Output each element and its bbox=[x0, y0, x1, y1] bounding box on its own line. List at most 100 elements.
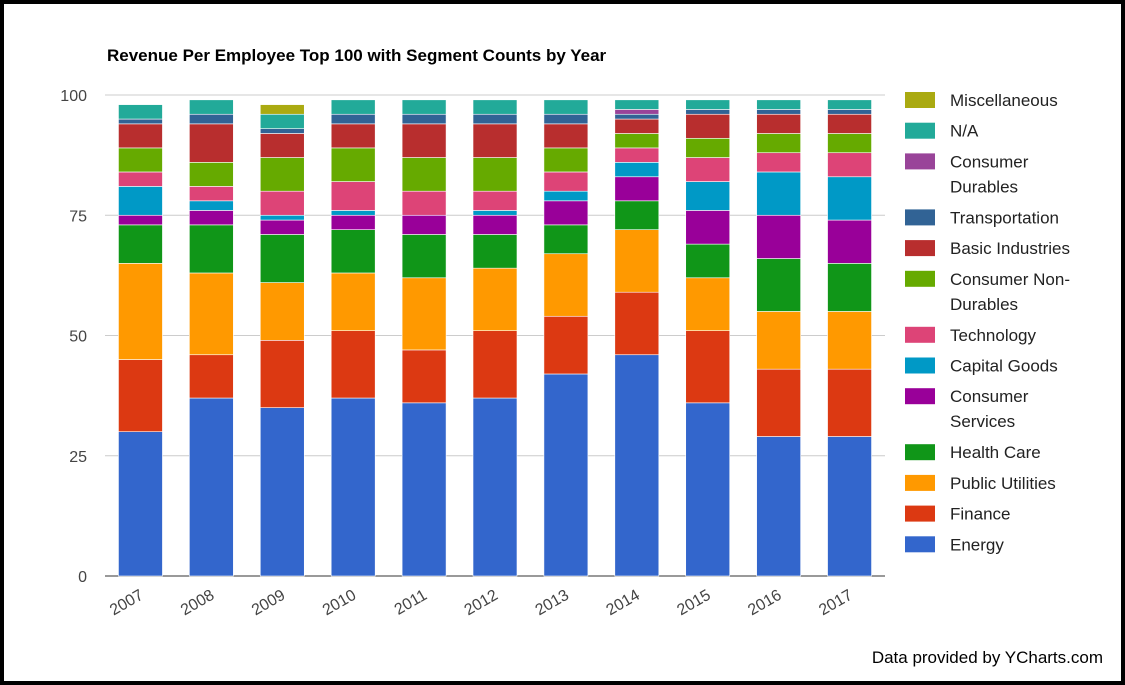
bar-segment bbox=[827, 113, 872, 134]
bar-segment bbox=[756, 311, 801, 370]
bar-segment bbox=[756, 99, 801, 110]
bar-segment bbox=[259, 113, 305, 129]
bar-segment bbox=[756, 171, 801, 216]
bar-segment bbox=[189, 397, 234, 577]
bar-segment bbox=[472, 397, 518, 577]
legend-swatch bbox=[905, 474, 935, 491]
bar-segment bbox=[543, 113, 589, 125]
legend-swatch bbox=[905, 505, 935, 522]
x-tick-label: 2011 bbox=[392, 587, 430, 619]
bar-segment bbox=[189, 123, 234, 163]
bar-segment bbox=[118, 214, 163, 226]
legend-label: N/A bbox=[950, 122, 979, 141]
bar-segment bbox=[259, 104, 305, 115]
bar-segment bbox=[685, 181, 731, 211]
bar-segment bbox=[614, 99, 660, 110]
bar-segment bbox=[472, 267, 518, 331]
bar-segment bbox=[756, 113, 801, 134]
bar-segment bbox=[401, 99, 447, 115]
bar-segment bbox=[472, 190, 518, 211]
bar-segment bbox=[330, 229, 376, 274]
bar-segment bbox=[118, 431, 163, 577]
bar-segment bbox=[543, 123, 589, 149]
bar-segment bbox=[472, 113, 518, 125]
bar-segment bbox=[472, 99, 518, 115]
legend-label: Energy bbox=[950, 535, 1004, 554]
bar-segment bbox=[614, 176, 660, 202]
bar-segment bbox=[614, 118, 660, 134]
bar-segment bbox=[330, 330, 376, 399]
bar-segment bbox=[472, 210, 518, 216]
legend-label: Consumer bbox=[950, 152, 1029, 171]
legend-swatch bbox=[905, 153, 935, 170]
legend-label: Health Care bbox=[950, 443, 1041, 462]
bar-segment bbox=[189, 113, 234, 125]
legend-swatch bbox=[905, 270, 935, 287]
bar-segment bbox=[259, 157, 305, 192]
bar-segment bbox=[827, 152, 872, 178]
bar-segment bbox=[685, 137, 731, 158]
bar-segment bbox=[614, 291, 660, 356]
legend-label: Durables bbox=[950, 177, 1018, 196]
legend-item: Health Care bbox=[905, 443, 1041, 462]
x-tick-label: 2010 bbox=[320, 587, 359, 620]
bar-segment bbox=[827, 99, 872, 110]
x-tick-label: 2015 bbox=[674, 587, 713, 620]
bar-segment bbox=[614, 354, 660, 577]
bar-segment bbox=[827, 311, 872, 370]
bar-segment bbox=[756, 214, 801, 259]
legend-item: Technology bbox=[905, 326, 1037, 345]
legend-item: Transportation bbox=[905, 208, 1059, 227]
bar-segment bbox=[259, 219, 305, 235]
x-tick-label: 2014 bbox=[603, 587, 642, 620]
bar-segment bbox=[401, 349, 447, 404]
bar-segment bbox=[118, 147, 163, 173]
bar-segment bbox=[472, 157, 518, 192]
legend-label: Finance bbox=[950, 505, 1010, 524]
legend-swatch bbox=[905, 388, 935, 405]
bar-segment bbox=[614, 229, 660, 293]
bar-segment bbox=[685, 402, 731, 577]
bar-segment bbox=[614, 147, 660, 163]
bar-segment bbox=[685, 157, 731, 182]
bar-segment bbox=[401, 277, 447, 351]
legend-item: Finance bbox=[905, 505, 1010, 524]
bar-segment bbox=[543, 373, 589, 577]
bar-segment bbox=[330, 214, 376, 230]
bar-segment bbox=[543, 253, 589, 317]
bar-segment bbox=[472, 234, 518, 269]
bar-segment bbox=[543, 224, 589, 255]
legend-item: Energy bbox=[905, 535, 1004, 554]
bar-segment bbox=[259, 133, 305, 158]
bar-segment bbox=[401, 113, 447, 125]
bar-segment bbox=[330, 147, 376, 182]
legend-item: Basic Industries bbox=[905, 239, 1070, 258]
bar-segment bbox=[259, 340, 305, 408]
legend-label: Technology bbox=[950, 326, 1037, 345]
bar-segment bbox=[118, 118, 163, 125]
legend-swatch bbox=[905, 326, 935, 343]
legend-item: Capital Goods bbox=[905, 357, 1058, 376]
bar-segment bbox=[118, 263, 163, 360]
bar-segment bbox=[401, 214, 447, 235]
bar-segment bbox=[118, 171, 163, 187]
bar-segment bbox=[827, 368, 872, 437]
bar-segment bbox=[259, 407, 305, 577]
bar-segment bbox=[614, 200, 660, 230]
bar-segment bbox=[756, 368, 801, 437]
legend-label: Consumer Non- bbox=[950, 270, 1070, 289]
bar-segment bbox=[118, 186, 163, 216]
chart-canvas: 0 25 50 75 100 2007 2008 2009 2010 2011 2012 2013 20… bbox=[60, 88, 1070, 620]
bar-segment bbox=[118, 123, 163, 149]
bar-segment bbox=[330, 123, 376, 149]
x-tick-label: 2017 bbox=[816, 587, 855, 620]
chart-title: Revenue Per Employee Top 100 with Segmen… bbox=[107, 46, 607, 65]
x-tick-label: 2007 bbox=[107, 587, 146, 620]
legend-item: Public Utilities bbox=[905, 474, 1056, 493]
legend-item: Consumer Services bbox=[905, 387, 1029, 431]
bar-segment bbox=[259, 234, 305, 283]
bar-segment bbox=[827, 263, 872, 312]
bar-segment bbox=[614, 113, 660, 120]
bar-segment bbox=[685, 243, 731, 279]
